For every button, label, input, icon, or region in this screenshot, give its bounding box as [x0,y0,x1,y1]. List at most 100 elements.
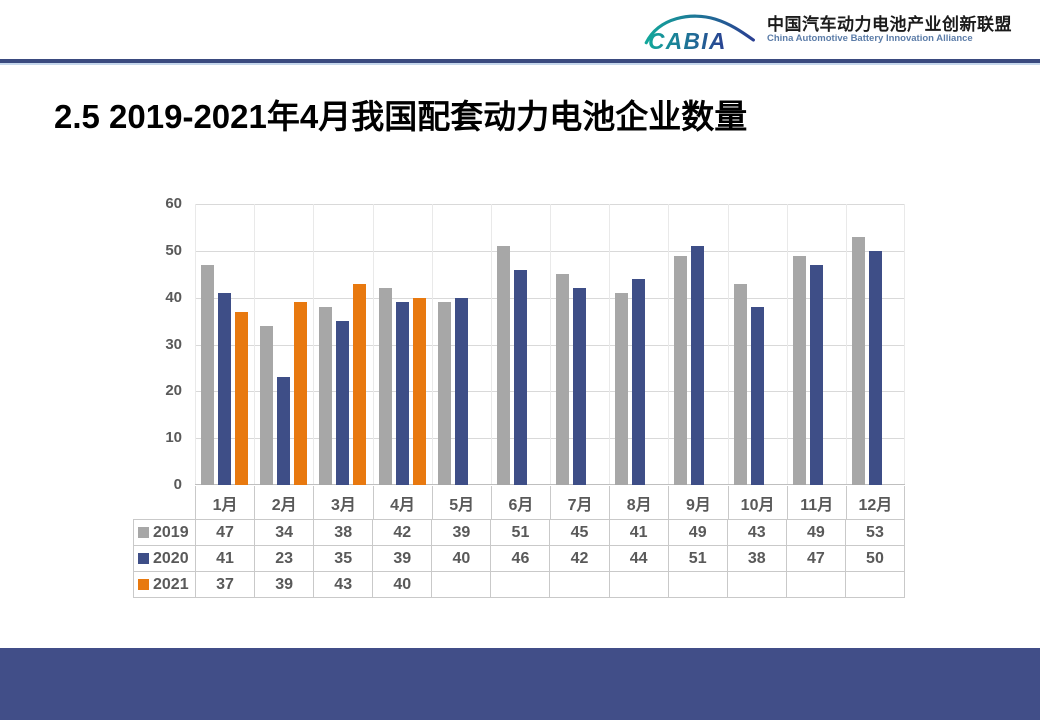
org-name-en: China Automotive Battery Innovation Alli… [767,33,973,45]
cabia-logo-icon: CABIA [644,14,755,54]
series-label-2020: 2020 [134,546,196,572]
x-axis-label: 5月 [431,486,491,519]
gridline-vertical [373,204,374,484]
table-value-cell: 38 [314,520,374,546]
bar-2020 [513,269,527,485]
table-value-cell: 42 [373,520,433,546]
table-value-cell: 47 [196,520,256,546]
bar-2021 [412,297,426,485]
y-axis-label: 20 [165,382,182,400]
chart-plot [195,204,905,485]
series-name: 2020 [153,549,189,567]
x-axis-label: 7月 [550,486,609,519]
x-axis-label: 12月 [845,486,905,519]
x-axis-label: 1月 [195,486,254,519]
x-axis-label: 4月 [372,486,432,519]
gridline-horizontal [195,391,905,393]
gridline-vertical [904,204,905,484]
table-value-cell: 35 [314,546,374,572]
table-value-cell: 40 [432,546,492,572]
x-axis-label: 2月 [254,486,313,519]
data-table: 2019 47 34 38 42 39 51 45 41 49 43 49 53 2020 41 23 35 39… [133,519,905,598]
org-name-zh: 中国汽车动力电池产业创新联盟 [767,14,1012,34]
bar-group [846,204,905,485]
table-value-cell: 23 [255,546,315,572]
bar-2019 [851,236,865,485]
y-axis-label: 50 [165,241,182,259]
bar-2019 [615,292,629,485]
gridline-vertical [313,204,314,484]
bar-group [609,204,668,485]
bar-2020 [632,278,646,485]
x-axis-row: 1月 2月 3月 4月 5月 6月 7月 8月 9月 10月 11月 12月 [195,486,905,519]
gridline-vertical [550,204,551,484]
table-value-cell: 41 [196,546,256,572]
bar-group [728,204,787,485]
y-axis-label: 40 [165,288,182,306]
table-value-cell: 39 [432,520,492,546]
table-value-cell: 41 [609,520,669,546]
table-value-cell: 53 [845,520,905,546]
bar-2020 [454,297,468,485]
bar-2019 [319,307,333,485]
table-value-cell [786,572,846,598]
bar-2019 [556,274,570,485]
gridline-horizontal [195,250,905,252]
bar-2019 [733,283,747,485]
bar-2020 [691,246,705,485]
bar-group [254,204,313,485]
gridline-horizontal [195,297,905,299]
bar-2019 [260,325,274,485]
header-divider-dark [0,59,1040,63]
bar-2020 [809,264,823,485]
bar-2019 [674,255,688,485]
table-value-cell [668,572,728,598]
gridline-vertical [728,204,729,484]
y-axis-label: 30 [165,335,182,353]
table-value-cell: 50 [845,546,905,572]
table-value-cell [845,572,905,598]
table-value-cell: 40 [373,572,433,598]
table-value-cell: 43 [314,572,374,598]
gridline-horizontal [195,204,905,205]
gridline-horizontal [195,344,905,346]
bar-group [491,204,550,485]
table-value-cell: 42 [550,546,610,572]
table-value-cell [550,572,610,598]
bar-2020 [395,302,409,485]
bar-2020 [277,377,291,485]
bar-2021 [235,311,249,485]
table-value-cell: 37 [196,572,256,598]
table-value-cell: 51 [668,546,728,572]
y-axis-label: 0 [173,476,182,493]
gridline-vertical [787,204,788,484]
legend-swatch-2021 [138,579,149,590]
x-axis-label: 9月 [668,486,727,519]
logo-text: CABIA [648,28,727,54]
table-value-cell [432,572,492,598]
table-value-cell [491,572,551,598]
gridline-horizontal [195,438,905,440]
header-logo: CABIA 中国汽车动力电池产业创新联盟 China Automotive Ba… [639,6,1012,54]
bar-2019 [437,302,451,485]
table-value-cell [609,572,669,598]
series-name: 2019 [153,523,189,541]
bar-group [668,204,727,485]
y-axis-label: 10 [165,429,182,447]
table-value-cell: 43 [727,520,787,546]
table-value-cell: 39 [373,546,433,572]
series-label-2019: 2019 [134,520,196,546]
legend-swatch-2020 [138,553,149,564]
bar-group [195,204,254,485]
gridline-vertical [491,204,492,484]
series-name: 2021 [153,575,189,593]
bar-2020 [336,321,350,485]
bar-group [550,204,609,485]
gridline-vertical [846,204,847,484]
gridline-vertical [432,204,433,484]
bar-2020 [218,292,232,485]
bar-group [432,204,491,485]
table-value-cell: 44 [609,546,669,572]
y-axis-label: 60 [165,195,182,212]
bar-2019 [378,288,392,485]
